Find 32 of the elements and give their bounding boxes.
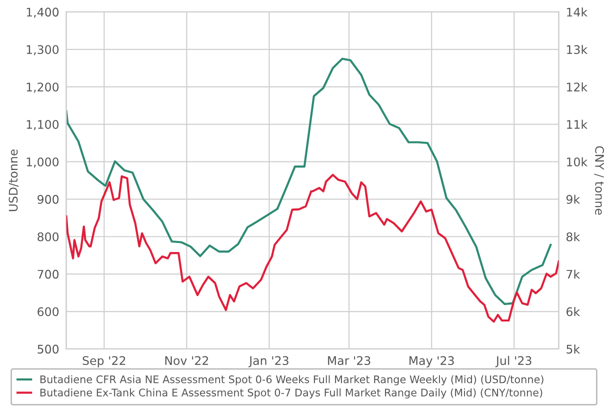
y-tick-label: 1,200 xyxy=(26,82,59,93)
x-tick-label: Jul '23 xyxy=(495,356,532,368)
x-tick-label: Nov '22 xyxy=(165,356,208,366)
y-tick-label: 1,400 xyxy=(26,8,59,18)
y-tick-label: 800 xyxy=(38,232,59,242)
legend-label: Butadiene Ex-Tank China E Assessment Spot 0-7 Days Full Market Range Daily (Mid) (CNY/tonne) xyxy=(40,388,542,398)
x-tick-label: Jan '23 xyxy=(248,356,288,368)
x-tick-label: Sep '22 xyxy=(82,356,126,368)
y-tick-label: 500 xyxy=(38,344,59,354)
y2-tick-label: 8k xyxy=(566,232,580,242)
y2-tick-label: 6k xyxy=(566,307,580,316)
y-tick-label: 1,100 xyxy=(26,120,59,130)
y2-tick-label: 11k xyxy=(566,120,588,129)
line-series xyxy=(66,58,552,306)
y2-tick-label: 12k xyxy=(566,82,588,92)
y-tick-label: 1,000 xyxy=(26,157,59,168)
y2-axis-title: CNY / tonne xyxy=(594,146,604,215)
y-tick-label: 900 xyxy=(38,194,59,204)
y-tick-label: 1,300 xyxy=(26,45,59,56)
line-series xyxy=(66,174,559,323)
y-axis-title: USD/tonne xyxy=(8,149,19,212)
x-tick-label: Mar '23 xyxy=(328,356,370,366)
y-tick-label: 600 xyxy=(38,307,59,316)
y2-tick-label: 10k xyxy=(566,157,588,166)
x-tick-label: May '23 xyxy=(410,356,454,368)
legend-label: Butadiene CFR Asia NE Assessment Spot 0-6 Weeks Full Market Range Weekly (Mid) (USD/tonne) xyxy=(40,375,544,386)
y2-tick-label: 13k xyxy=(566,44,588,54)
y2-tick-label: 5k xyxy=(566,344,580,354)
y2-tick-label: 9k xyxy=(566,194,580,204)
y2-tick-label: 7k xyxy=(566,270,580,279)
y2-tick-label: 14k xyxy=(566,7,588,16)
y-tick-label: 700 xyxy=(38,270,59,279)
